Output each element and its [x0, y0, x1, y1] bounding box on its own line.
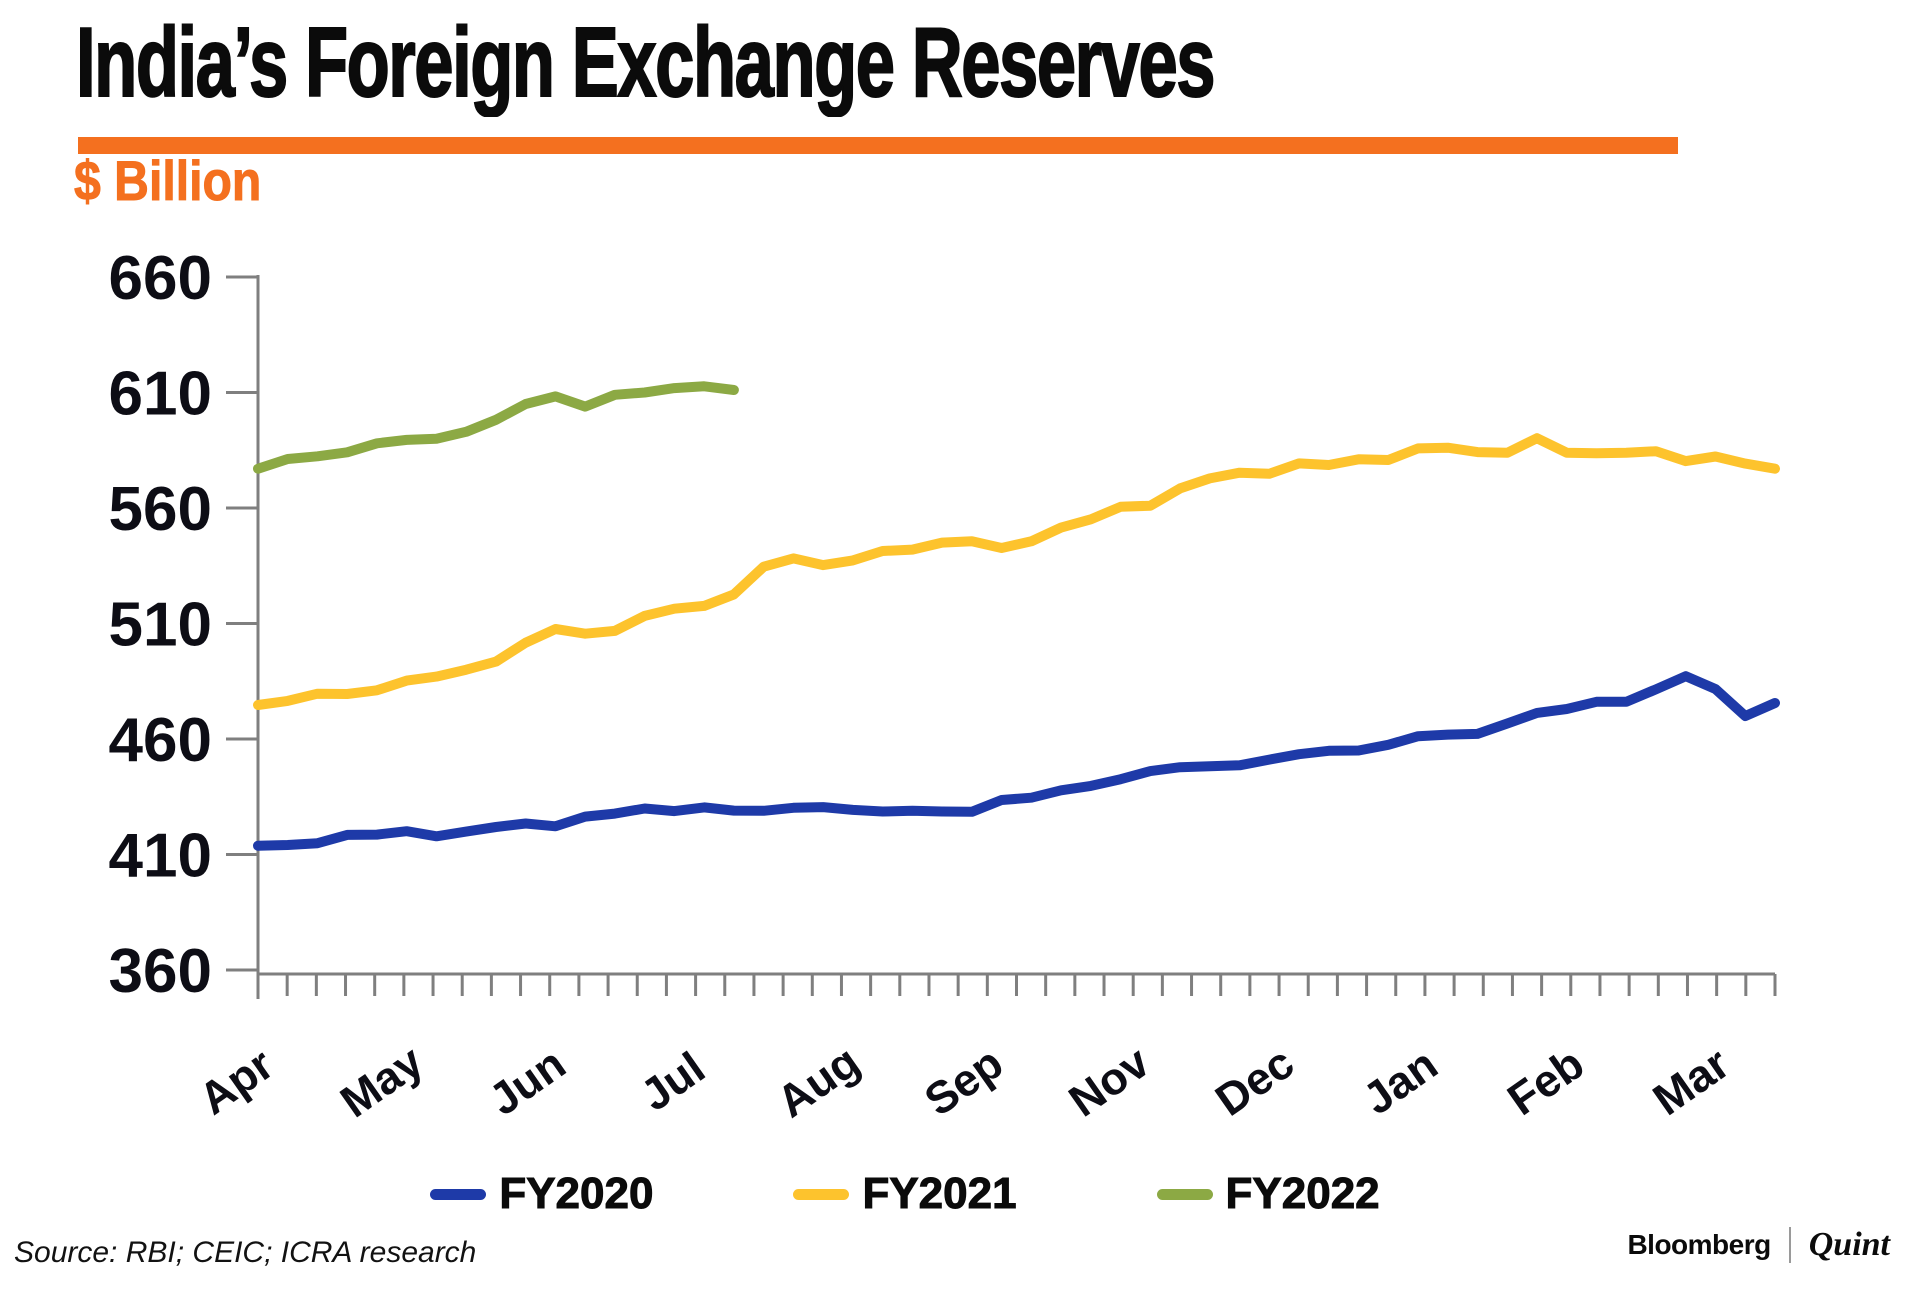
series-line-fy2021 [253, 433, 1780, 710]
y-tick-label: 410 [109, 822, 212, 891]
legend-label-fy2021: FY2021 [862, 1169, 1017, 1218]
brand-divider [1788, 1227, 1791, 1263]
brand-logo: Bloomberg Quint [1627, 1226, 1890, 1264]
legend-label-fy2022: FY2022 [1225, 1169, 1380, 1218]
y-tick-label: 610 [109, 360, 212, 429]
month-label-nov: Nov [1060, 1036, 1159, 1127]
source-note: Source: RBI; CEIC; ICRA research [14, 1236, 477, 1269]
legend-swatch-fy2020 [430, 1188, 487, 1200]
month-label-may: May [331, 1035, 432, 1127]
quint-wordmark: Quint [1808, 1226, 1890, 1263]
month-label-dec: Dec [1206, 1037, 1303, 1126]
month-label-jul: Jul [631, 1042, 714, 1121]
y-tick-label: 360 [109, 937, 212, 1006]
legend-item-fy2022: FY2022 [1156, 1169, 1380, 1218]
legend-item-fy2021: FY2021 [793, 1169, 1017, 1218]
series-line-fy2020 [253, 671, 1780, 851]
page-title: India’s Foreign Exchange Reserves [75, 6, 1216, 118]
legend-swatch-fy2021 [793, 1188, 850, 1200]
y-tick-label: 460 [109, 706, 212, 775]
y-tick-label: 510 [109, 591, 212, 660]
month-label-jan: Jan [1354, 1038, 1447, 1124]
bloomberg-wordmark: Bloomberg [1627, 1229, 1771, 1260]
y-tick-label: 660 [109, 244, 212, 313]
y-tick-label: 560 [109, 475, 212, 544]
series-line-fy2022 [253, 381, 739, 474]
month-label-aug: Aug [768, 1035, 869, 1127]
legend-item-fy2020: FY2020 [430, 1169, 654, 1218]
month-label-sep: Sep [915, 1037, 1012, 1126]
legend-swatch-fy2022 [1156, 1188, 1213, 1200]
month-label-mar: Mar [1644, 1037, 1739, 1125]
chart-legend: FY2020 FY2021 FY2022 [0, 1169, 1865, 1218]
accent-divider-bar [78, 137, 1678, 154]
legend-label-fy2020: FY2020 [499, 1169, 654, 1218]
month-label-jun: Jun [480, 1037, 575, 1125]
unit-label: $ Billion [74, 149, 262, 213]
month-label-feb: Feb [1498, 1037, 1593, 1125]
month-label-apr: Apr [190, 1038, 283, 1124]
